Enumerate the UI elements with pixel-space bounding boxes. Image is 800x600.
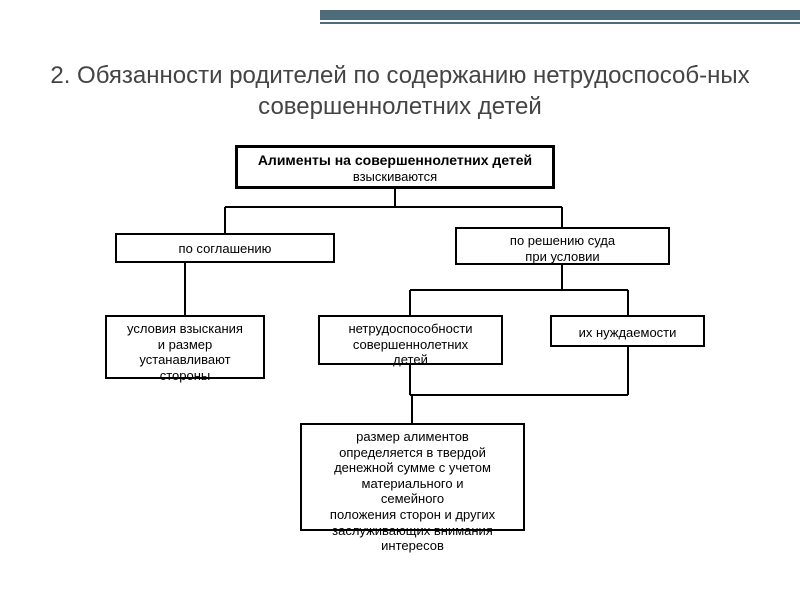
page-title: 2. Обязанности родителей по содержанию н… (50, 60, 750, 122)
node-agreement: по соглашению (115, 233, 335, 263)
decorative-top-bar (320, 10, 800, 24)
bar-thick (320, 10, 800, 20)
header-plain: взыскиваются (244, 169, 546, 185)
node-court: по решению судапри условии (455, 227, 670, 265)
bar-thin (320, 22, 800, 24)
node-amount: размер алиментовопределяется в твердойде… (300, 423, 525, 531)
node-incapacity: нетрудоспособностисовершеннолетнихдетей (318, 315, 503, 365)
node-need: их нуждаемости (550, 315, 705, 347)
node-header: Алименты на совершеннолетних детей взыск… (235, 145, 555, 189)
node-conditions: условия взысканияи размерустанавливаютст… (105, 315, 265, 379)
header-bold: Алименты на совершеннолетних детей (244, 152, 546, 169)
flowchart-diagram: Алименты на совершеннолетних детей взыск… (60, 145, 740, 575)
